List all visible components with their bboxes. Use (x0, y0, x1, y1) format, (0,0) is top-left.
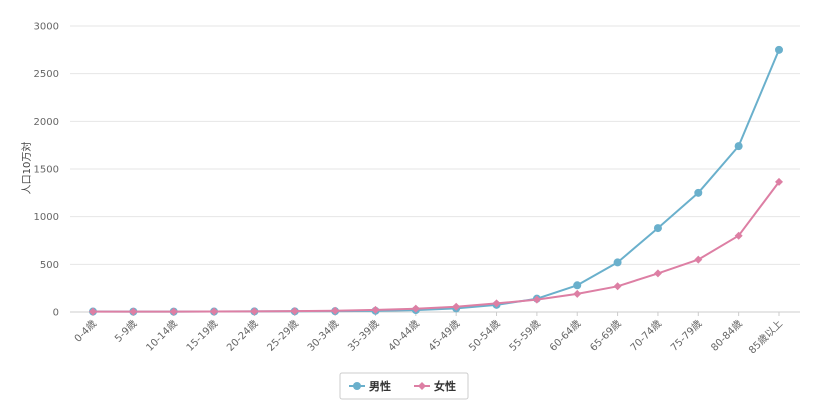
x-tick-label: 15-19歳 (184, 318, 220, 354)
series-1 (89, 45, 783, 316)
x-tick-label: 80-84歳 (709, 318, 745, 354)
x-tick-label: 0-4歳 (72, 318, 99, 345)
y-tick-label: 1000 (34, 212, 59, 223)
legend-marker-diamond (418, 382, 426, 390)
x-tick-label: 35-39歳 (345, 318, 381, 354)
data-point (210, 307, 219, 316)
data-point (734, 142, 743, 151)
data-point (613, 282, 622, 291)
x-tick-label: 75-79歳 (668, 318, 704, 354)
y-axis-title: 人口10万対 (20, 142, 33, 195)
x-tick-label: 45-49歳 (426, 318, 462, 354)
legend: 男性 女性 (339, 372, 469, 400)
y-tick-label: 3000 (34, 22, 59, 33)
legend-box (339, 372, 469, 400)
x-tick-label: 30-34歳 (305, 318, 341, 354)
x-tick-label: 60-64歳 (547, 318, 583, 354)
x-tick-label: 20-24歳 (224, 318, 260, 354)
data-point (250, 307, 259, 316)
x-tick-label: 65-69歳 (588, 318, 624, 354)
data-point (775, 45, 783, 54)
data-point (452, 302, 461, 311)
data-point (492, 299, 501, 308)
data-point (371, 305, 380, 314)
data-point (653, 269, 662, 278)
data-point (613, 258, 622, 267)
data-point (694, 255, 703, 264)
data-point (694, 188, 703, 197)
legend-label: 女性 (434, 379, 456, 393)
legend-marker-circle (353, 382, 361, 390)
y-tick-label: 500 (40, 260, 59, 271)
series-2 (89, 177, 783, 316)
x-tick-label: 55-59歳 (507, 318, 543, 354)
data-point (411, 304, 420, 313)
data-point (573, 289, 582, 298)
x-axis: 0-4歳 5-9歳 10-14歳 15-19歳 20-24歳 25-29歳 30-34歳 35… (72, 312, 785, 356)
data-point (89, 307, 97, 316)
data-point (573, 281, 582, 290)
data-point (653, 224, 662, 233)
series-plot-area (89, 45, 783, 316)
x-tick-label: 40-44歳 (386, 318, 422, 354)
x-tick-label: 25-29歳 (265, 318, 301, 354)
data-point (775, 177, 783, 186)
y-axis: 0 500 1000 1500 2000 2500 3000 (34, 22, 59, 319)
data-point (532, 295, 541, 304)
grid-lines (70, 25, 800, 313)
data-point (169, 307, 178, 316)
data-point (331, 306, 340, 315)
y-tick-label: 2000 (34, 117, 59, 128)
y-tick-label: 1500 (34, 165, 59, 176)
data-point (290, 307, 299, 316)
series-line (92, 49, 780, 313)
x-tick-label: 50-54歳 (467, 318, 503, 354)
data-point (734, 231, 743, 240)
x-tick-label: 70-74歳 (628, 318, 664, 354)
series-line (93, 181, 780, 313)
x-tick-label: 10-14歳 (144, 318, 180, 354)
x-tick-label: 5-9歳 (112, 318, 139, 345)
data-point (129, 307, 138, 316)
y-tick-label: 0 (53, 308, 59, 319)
y-tick-label: 2500 (34, 69, 59, 80)
x-tick-label: 85歳以上 (746, 318, 785, 357)
legend-label: 男性 (369, 379, 391, 393)
